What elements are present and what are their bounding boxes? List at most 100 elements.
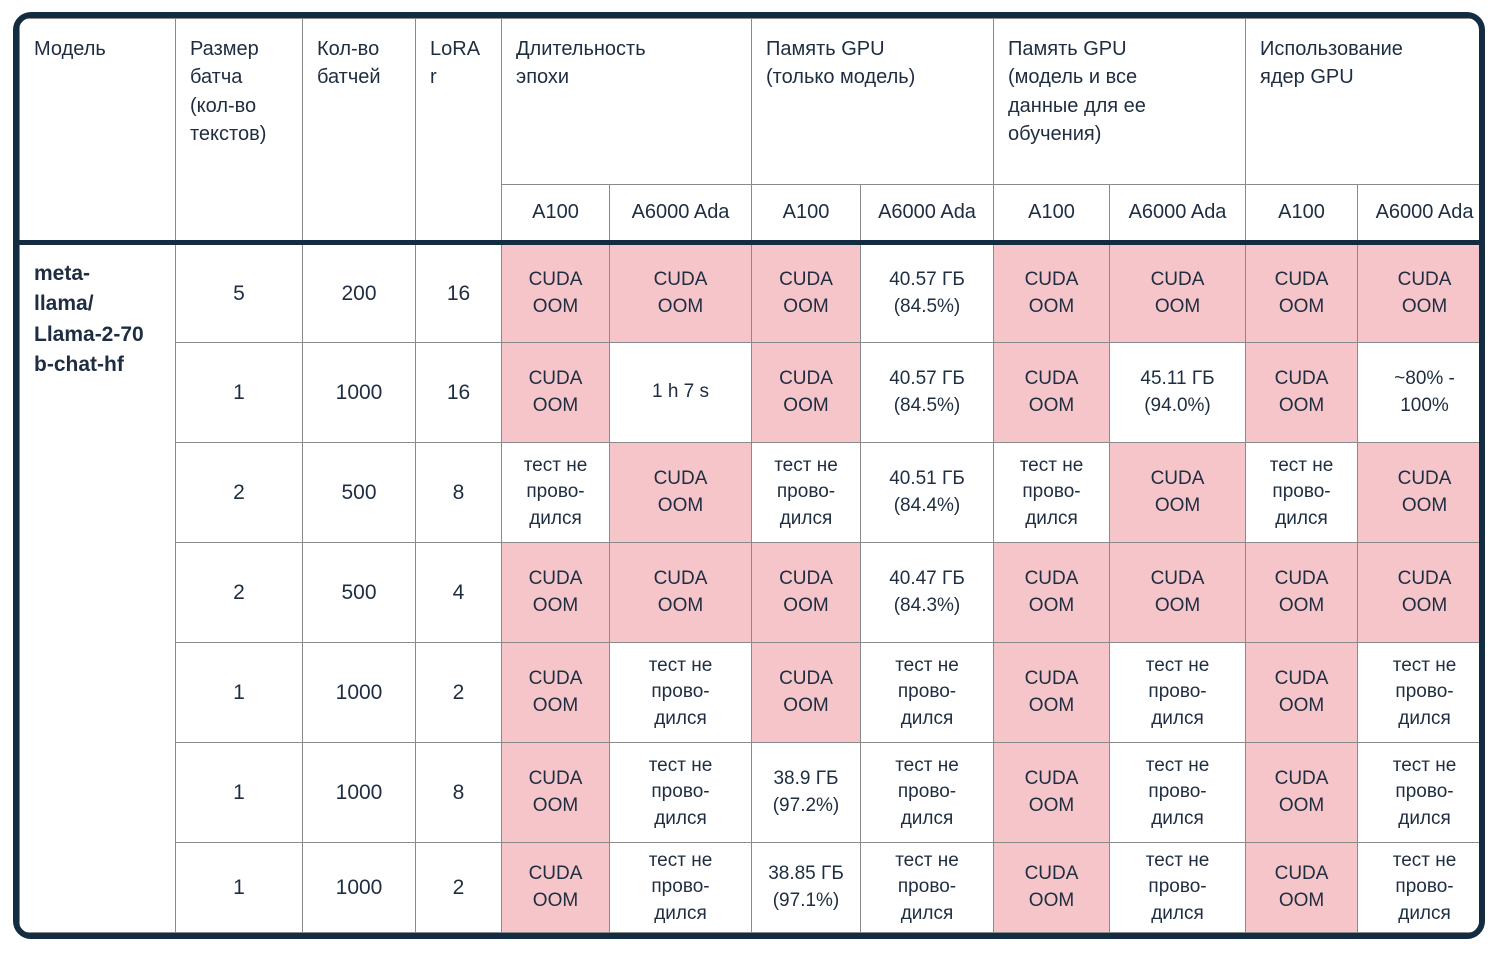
result-cell: тест не прово- дился	[993, 442, 1110, 543]
result-cell: CUDA OOM	[751, 542, 861, 643]
cell-lora-r: 8	[415, 742, 502, 843]
result-cell: тест не прово- дился	[1108, 742, 1247, 843]
table-row: 1 1000 2 CUDA OOM тест не прово- дился 3…	[20, 842, 1479, 933]
result-cell: CUDA OOM	[501, 342, 610, 443]
cell-num-batches: 1000	[302, 842, 416, 933]
result-cell: тест не прово- дился	[1245, 442, 1359, 543]
table-row: 2 500 4 CUDA OOM CUDA OOM CUDA OOM 40.47…	[20, 542, 1479, 643]
benchmark-table: Модель Размер батча (кол-во текстов) Кол…	[19, 18, 1479, 933]
table-row: 1 1000 2 CUDA OOM тест не прово- дился C…	[20, 642, 1479, 743]
result-cell: 38.9 ГБ (97.2%)	[751, 742, 861, 843]
cell-num-batches: 500	[302, 442, 416, 543]
cell-batch-size: 2	[175, 442, 303, 543]
result-cell: CUDA OOM	[1357, 442, 1479, 543]
result-cell: CUDA OOM	[993, 842, 1110, 933]
col-group-gpu-core-usage: Использование ядер GPU	[1245, 18, 1479, 185]
col-group-epoch-duration: Длительность эпохи	[501, 18, 752, 185]
cell-lora-r: 8	[415, 442, 502, 543]
result-cell: CUDA OOM	[1357, 240, 1479, 343]
result-cell: CUDA OOM	[993, 642, 1110, 743]
result-cell: тест не прово- дился	[1357, 742, 1479, 843]
result-cell: ~80% - 100%	[1357, 342, 1479, 443]
cell-batch-size: 1	[175, 342, 303, 443]
result-cell: CUDA OOM	[1245, 642, 1359, 743]
result-cell: CUDA OOM	[1245, 842, 1359, 933]
cell-batch-size: 1	[175, 742, 303, 843]
result-cell: тест не прово- дился	[860, 642, 994, 743]
result-cell: CUDA OOM	[609, 240, 752, 343]
result-cell: CUDA OOM	[1245, 542, 1359, 643]
result-cell: тест не прово- дился	[1357, 842, 1479, 933]
cell-batch-size: 5	[175, 240, 303, 343]
result-cell: 1 h 7 s	[609, 342, 752, 443]
col-header-lora-r: LoRA r	[415, 18, 502, 243]
col-header-batch-size: Размер батча (кол-во текстов)	[175, 18, 303, 243]
cell-num-batches: 1000	[302, 342, 416, 443]
result-cell: тест не прово- дился	[860, 742, 994, 843]
result-cell: 40.57 ГБ (84.5%)	[860, 240, 994, 343]
result-cell: 45.11 ГБ (94.0%)	[1108, 342, 1247, 443]
result-cell: 40.57 ГБ (84.5%)	[860, 342, 994, 443]
result-cell: CUDA OOM	[1245, 240, 1359, 343]
result-cell: тест не прово- дился	[1108, 842, 1247, 933]
col-header-a6000-ada: A6000 Ada	[1108, 184, 1247, 245]
table-row: 2 500 8 тест не прово- дился CUDA OOM те…	[20, 442, 1479, 543]
result-cell: CUDA OOM	[1357, 542, 1479, 643]
result-cell: CUDA OOM	[1108, 542, 1247, 643]
gpu-benchmark-table: Модель Размер батча (кол-во текстов) Кол…	[13, 12, 1485, 939]
result-cell: 40.51 ГБ (84.4%)	[860, 442, 994, 543]
col-group-gpu-memory-training: Память GPU (модель и все данные для ее о…	[992, 18, 1247, 185]
result-cell: CUDA OOM	[1245, 342, 1359, 443]
result-cell: тест не прово- дился	[609, 642, 752, 743]
result-cell: тест не прово- дился	[501, 442, 610, 543]
result-cell: тест не прово- дился	[860, 842, 994, 933]
result-cell: CUDA OOM	[993, 240, 1110, 343]
result-cell: CUDA OOM	[751, 342, 861, 443]
result-cell: CUDA OOM	[501, 842, 610, 933]
table-row: 1 1000 8 CUDA OOM тест не прово- дился 3…	[20, 742, 1479, 843]
col-header-a6000-ada: A6000 Ada	[609, 184, 752, 245]
result-cell: тест не прово- дился	[609, 842, 752, 933]
cell-num-batches: 1000	[302, 642, 416, 743]
cell-num-batches: 200	[302, 240, 416, 343]
result-cell: CUDA OOM	[501, 240, 610, 343]
result-cell: CUDA OOM	[993, 542, 1110, 643]
result-cell: CUDA OOM	[1108, 240, 1247, 343]
cell-batch-size: 2	[175, 542, 303, 643]
result-cell: тест не прово- дился	[609, 742, 752, 843]
cell-lora-r: 2	[415, 842, 502, 933]
cell-num-batches: 1000	[302, 742, 416, 843]
result-cell: тест не прово- дился	[1108, 642, 1247, 743]
cell-lora-r: 16	[415, 240, 502, 343]
result-cell: CUDA OOM	[1108, 442, 1247, 543]
result-cell: CUDA OOM	[1245, 742, 1359, 843]
result-cell: CUDA OOM	[501, 642, 610, 743]
result-cell: CUDA OOM	[609, 442, 752, 543]
cell-lora-r: 16	[415, 342, 502, 443]
result-cell: CUDA OOM	[501, 542, 610, 643]
col-header-a100: A100	[993, 184, 1110, 245]
result-cell: CUDA OOM	[993, 342, 1110, 443]
result-cell: CUDA OOM	[751, 240, 861, 343]
result-cell: тест не прово- дился	[751, 442, 861, 543]
result-cell: CUDA OOM	[609, 542, 752, 643]
col-header-a100: A100	[1245, 184, 1359, 245]
result-cell: тест не прово- дился	[1357, 642, 1479, 743]
cell-num-batches: 500	[302, 542, 416, 643]
cell-batch-size: 1	[175, 642, 303, 743]
col-header-a6000-ada: A6000 Ada	[1357, 184, 1479, 245]
header-sub-row: A100 A6000 Ada A100 A6000 Ada A100 A6000…	[20, 184, 1479, 245]
table-row: meta- llama/ Llama-2-70 b-chat-hf 5 200 …	[19, 240, 1479, 933]
col-header-a100: A100	[751, 184, 861, 245]
cell-batch-size: 1	[175, 842, 303, 933]
col-header-a100: A100	[501, 184, 610, 245]
cell-lora-r: 2	[415, 642, 502, 743]
col-header-a6000-ada: A6000 Ada	[860, 184, 994, 245]
col-header-model: Модель	[19, 18, 176, 243]
table-row: 1 1000 16 CUDA OOM 1 h 7 s CUDA OOM 40.5…	[20, 342, 1479, 443]
result-cell: 40.47 ГБ (84.3%)	[860, 542, 994, 643]
result-cell: 38.85 ГБ (97.1%)	[751, 842, 861, 933]
cell-lora-r: 4	[415, 542, 502, 643]
result-cell: CUDA OOM	[993, 742, 1110, 843]
col-header-num-batches: Кол-во батчей	[302, 18, 416, 243]
